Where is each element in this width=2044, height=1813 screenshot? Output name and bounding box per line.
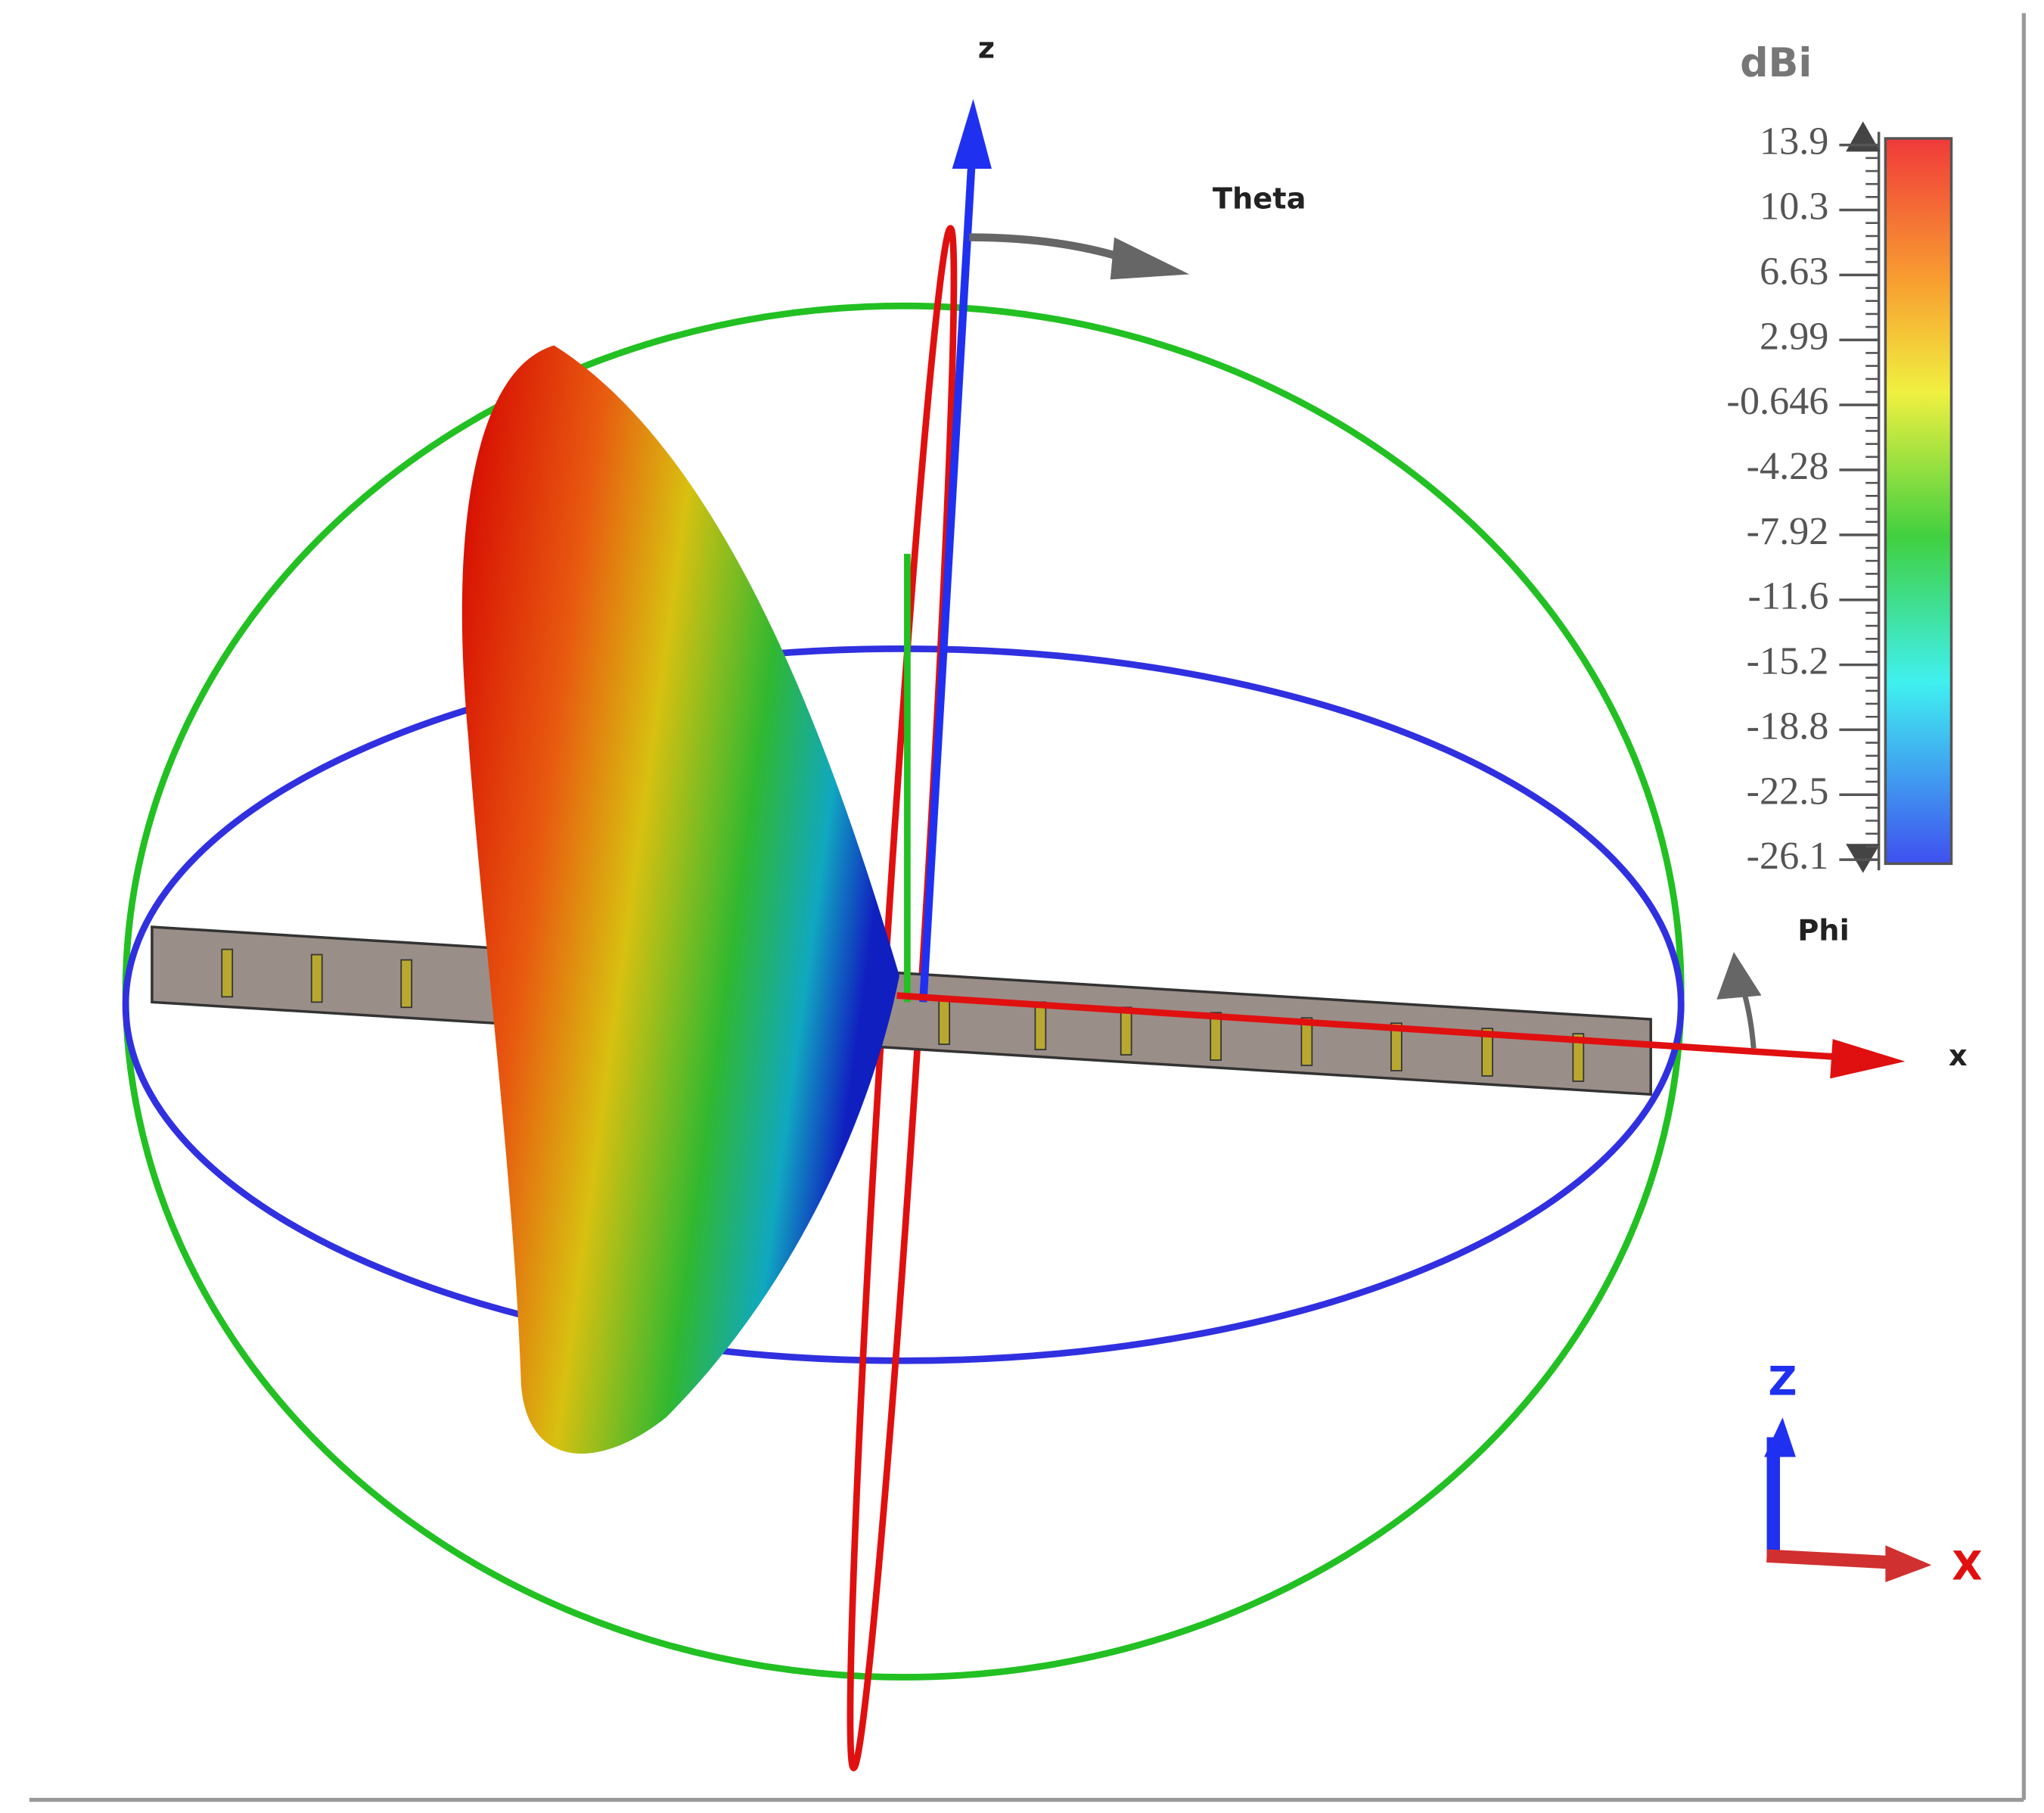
phi-arrow [1740, 987, 1757, 1049]
theta-arrow-head [1110, 237, 1190, 280]
antenna-elements [221, 948, 1585, 1082]
colorbar-labels: 13.9 10.3 6.63 2.99 -0.646 -4.28 -7.92 -11.6 -15… [1726, 120, 1879, 878]
x-arrow [1830, 1039, 1906, 1079]
colorbar-label: -15.2 [1747, 639, 1829, 683]
colorbar-label: -4.28 [1747, 444, 1829, 488]
colorbar-unit: dBi [1740, 40, 1812, 86]
colorbar-label: -18.8 [1747, 704, 1829, 748]
z-arrow [952, 98, 992, 169]
x-label: x [1949, 1039, 1968, 1073]
phi-arrow-head [1716, 952, 1762, 1000]
z-axis [919, 157, 977, 1003]
colorbar-label: -11.6 [1748, 574, 1829, 618]
colorbar-label: 10.3 [1760, 185, 1828, 229]
phi-label: Phi [1797, 913, 1850, 947]
colorbar-label: -22.5 [1747, 769, 1829, 813]
colorbar [1884, 137, 1953, 866]
triad-x [1766, 1549, 1893, 1569]
colorbar-label: -26.1 [1747, 834, 1829, 878]
colorbar-label: -7.92 [1747, 509, 1829, 553]
theta-label: Theta [1213, 182, 1306, 216]
triad-x-label: X [1952, 1544, 1982, 1590]
radiation-pattern [461, 345, 899, 1454]
triad-z-head [1764, 1417, 1796, 1457]
colorbar-up [1846, 121, 1881, 152]
colorbar-label: 6.63 [1760, 249, 1828, 293]
colorbar-label: 2.99 [1760, 314, 1828, 358]
theta-arrow [969, 233, 1123, 261]
triad-x-head [1885, 1545, 1932, 1583]
x-axis [896, 992, 1847, 1061]
colorbar-label: 13.9 [1760, 120, 1828, 163]
colorbar-label: -0.646 [1726, 379, 1828, 423]
z-label: z [978, 32, 995, 66]
phi-circle [122, 645, 1685, 1364]
antenna-array [151, 925, 1652, 1096]
triad-z-label: Z [1768, 1359, 1797, 1405]
